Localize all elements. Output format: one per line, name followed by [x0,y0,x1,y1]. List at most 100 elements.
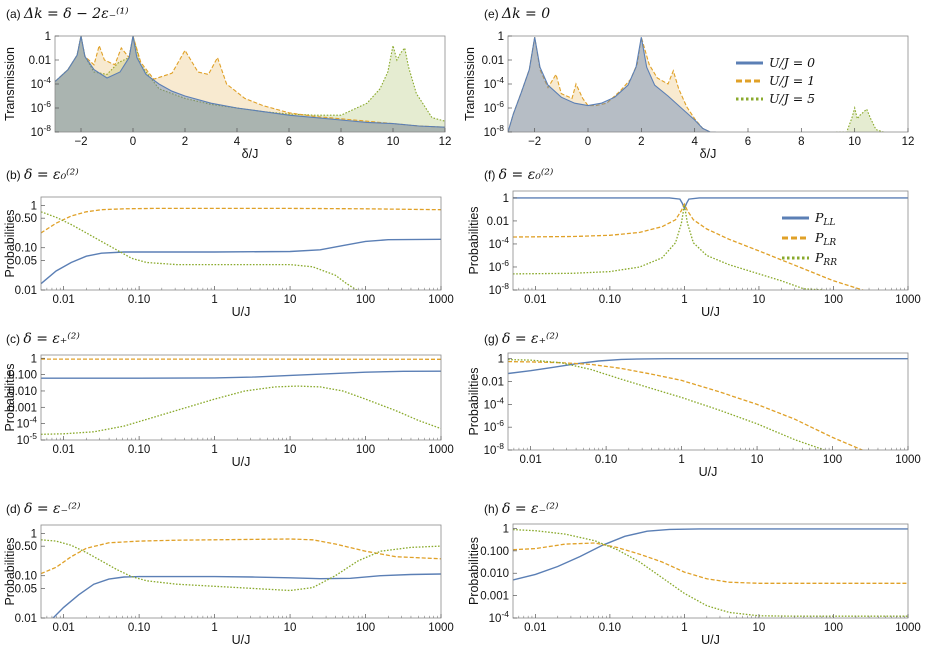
line-P_LL [41,238,441,285]
x-tick-label: 0.01 [52,444,74,456]
x-tick-label: 100 [824,622,843,634]
y-tick-label: 0.10 [15,243,37,255]
x-tick-label: 0.10 [599,622,621,634]
series-group [508,358,908,450]
y-tick-label: 1 [503,523,509,535]
y-axis-label: Transmission [3,47,17,121]
y-tick-label: 0.50 [15,541,37,553]
panel-title: (a) Δk = δ − 2ε₋⁽¹⁾ [6,6,129,22]
y-tick-label: 0.01 [15,285,37,297]
panel-f: 0.01 0.10 1 10 100 1000 1 0.01 10-4 10-6 10-8 U/J Pr… [467,167,921,319]
line-UJ0 [55,36,445,128]
x-tick-label: 2 [638,136,644,148]
x-tick-label: 1000 [428,294,454,306]
line-UJ1 [55,36,445,128]
panel-g: 0.01 0.10 1 10 100 1000 1 0.01 10-4 10-6 10-8 U/J Pr… [467,331,921,479]
x-tick-label: 0.01 [519,454,541,466]
legend-label: PLR [814,230,836,248]
x-tick-label: 10 [284,294,297,306]
x-tick-label: 100 [356,622,375,634]
y-tick-label: 0.01 [487,216,509,228]
x-tick-label: 0 [585,136,591,148]
x-tick-label: 10 [751,454,764,466]
y-tick-label: 0.100 [8,370,37,382]
x-tick-label: 8 [798,136,804,148]
x-tick-label: 8 [338,136,344,148]
y-axis-label: Probabilities [467,206,481,274]
x-tick-label: 1 [681,294,687,306]
y-tick-label: 1 [498,354,504,366]
y-axis-label: Probabilities [3,537,17,605]
y-tick-label: 0.01 [29,55,51,67]
y-axis-label: Probabilities [467,367,481,435]
y-tick-label: 10-6 [489,258,510,274]
y-tick-label: 10-4 [489,609,510,625]
x-tick-label: 0 [130,136,136,148]
line-UJ5 [55,36,445,122]
series-group [513,528,908,617]
x-tick-label: 4 [691,136,698,148]
line-P_LR [41,538,441,575]
line-P_RR [508,358,826,450]
y-axis-label: Probabilities [467,537,481,605]
y-tick-label: 10-6 [484,99,505,115]
legend-label: PRR [814,250,837,268]
x-axis-label: U/J [232,633,251,647]
x-tick-label: 1000 [895,622,921,634]
y-tick-label: 0.50 [15,213,37,225]
line-P_LL [513,528,908,581]
y-tick-label: 10-8 [489,281,510,297]
panel-title: (c) δ = ε₊⁽²⁾ [6,331,80,347]
y-tick-label: 10-5 [17,431,38,447]
x-tick-label: 10 [284,622,297,634]
y-tick-label: 10-4 [31,75,52,91]
x-tick-label: 1 [678,454,684,466]
panel-title: (d) δ = ε₋⁽²⁾ [6,501,81,517]
axes-frame [40,524,442,619]
axes-frame [512,523,909,619]
panel-title: (b) δ = ε₀⁽²⁾ [6,167,79,183]
x-tick-label: 100 [823,454,842,466]
area-UJ1 [55,36,445,132]
x-tick-label: 0.10 [128,444,150,456]
x-axis-label: U/J [699,465,718,479]
panel-title: (f) δ = ε₀⁽²⁾ [484,167,554,183]
line-UJ0 [508,37,716,132]
y-tick-label: 0.100 [480,546,509,558]
y-tick-label: 10-4 [484,395,505,411]
x-tick-label: −2 [74,136,87,148]
x-axis-label: U/J [232,455,251,469]
y-tick-label: 0.010 [480,568,509,580]
x-tick-label: 0.10 [599,294,621,306]
y-tick-label: 0.010 [8,386,37,398]
area-UJ0 [55,36,445,132]
series-group [55,36,445,132]
x-tick-label: 100 [356,444,375,456]
x-tick-label: 1000 [428,622,454,634]
legend-transmission: U/J = 0 U/J = 1 U/J = 5 [736,55,815,106]
x-tick-label: 4 [234,136,241,148]
y-tick-label: 1 [498,31,504,43]
x-axis-label: U/J [701,633,720,647]
y-tick-label: 10-6 [31,99,52,115]
line-UJ5 [835,105,885,132]
y-tick-label: 10-4 [17,415,38,431]
panel-h: 0.01 0.10 1 10 100 1000 1 0.100 0.010 0.001 10-4 U/… [467,501,921,647]
x-tick-label: 0.10 [128,294,150,306]
x-tick-label: 12 [902,136,915,148]
y-tick-label: 10-6 [484,418,505,434]
y-tick-label: 0.05 [15,255,37,267]
line-P_LL [41,370,441,379]
x-tick-label: 0.01 [524,294,546,306]
legend-label: U/J = 5 [769,91,815,106]
area-UJ0 [508,37,711,132]
y-tick-label: 0.10 [15,571,37,583]
y-tick-label: 10-8 [484,123,505,139]
line-P_RR [41,385,441,435]
x-tick-label: 0.10 [595,454,617,466]
x-axis-label: U/J [232,305,251,319]
area-UJ5 [55,36,445,132]
x-axis-label: δ/J [700,147,717,161]
line-P_LR [41,207,441,234]
